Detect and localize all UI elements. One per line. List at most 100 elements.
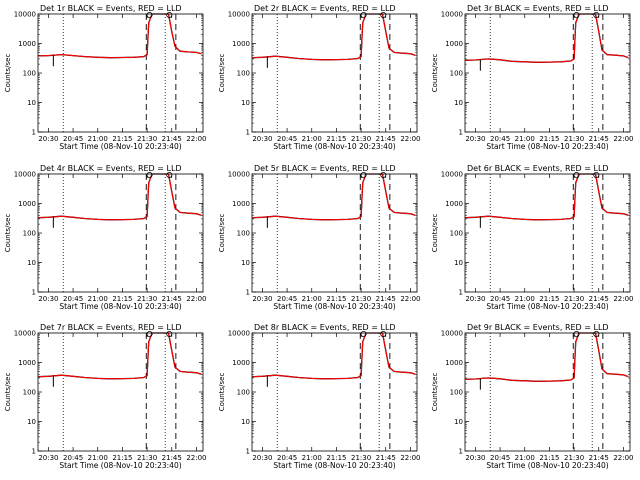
y-tick-label: 1000 xyxy=(445,40,463,48)
x-tick-label: 21:00 xyxy=(88,295,108,303)
lld-series-line xyxy=(38,173,202,221)
x-tick-label: 21:15 xyxy=(112,454,132,462)
saa-marker xyxy=(166,11,173,18)
x-tick-label: 21:45 xyxy=(589,135,609,143)
x-tick-label: 21:00 xyxy=(515,454,535,462)
lld-series-line xyxy=(252,173,416,221)
x-tick-label: 20:45 xyxy=(490,454,510,462)
x-tick-label: 21:30 xyxy=(137,295,157,303)
lld-series-line xyxy=(252,332,416,380)
x-tick-label: 21:30 xyxy=(137,454,157,462)
y-axis-label: Counts/sec xyxy=(431,214,439,253)
x-tick-label: 22:00 xyxy=(613,295,633,303)
detector-panel-5: Det 5r BLACK = Events, RED = LLD 1 10 100 10… xyxy=(218,164,421,311)
saa-marker xyxy=(360,330,367,337)
saa-marker xyxy=(593,171,600,178)
x-tick-label: 20:45 xyxy=(277,454,297,462)
x-tick-label: 21:00 xyxy=(88,454,108,462)
lld-series-line xyxy=(465,13,629,63)
x-tick-label: 20:30 xyxy=(38,454,58,462)
x-tick-label: 21:45 xyxy=(376,295,396,303)
y-tick-label: 10000 xyxy=(14,171,36,179)
x-tick-label: 21:30 xyxy=(351,454,371,462)
x-axis-label: Start Time (08-Nov-10 20:23:40) xyxy=(273,142,395,151)
x-tick-label: 21:45 xyxy=(162,135,182,143)
x-tick-label: 21:15 xyxy=(326,295,346,303)
x-tick-label: 21:45 xyxy=(162,454,182,462)
detector-panel-4: Det 4r BLACK = Events, RED = LLD 1 10 100 10… xyxy=(4,164,207,311)
x-axis-label: Start Time (08-Nov-10 20:23:40) xyxy=(59,302,181,311)
x-tick-label: 21:30 xyxy=(351,135,371,143)
detector-panel-1: Det 1r BLACK = Events, RED = LLD 1 10 100 10… xyxy=(4,4,207,151)
saa-marker xyxy=(360,11,367,18)
x-tick-label: 22:00 xyxy=(186,454,206,462)
y-tick-label: 100 xyxy=(23,230,36,238)
plot-frame xyxy=(251,173,418,293)
y-axis-label: Counts/sec xyxy=(431,373,439,412)
x-tick-label: 21:00 xyxy=(302,295,322,303)
panel-title: Det 9r BLACK = Events, RED = LLD xyxy=(467,323,609,332)
x-tick-label: 20:30 xyxy=(252,295,272,303)
x-tick-label: 21:00 xyxy=(515,295,535,303)
x-tick-label: 20:30 xyxy=(252,135,272,143)
x-axis-label: Start Time (08-Nov-10 20:23:40) xyxy=(486,142,608,151)
x-tick-label: 20:45 xyxy=(63,135,83,143)
y-tick-label: 10000 xyxy=(441,330,463,338)
y-axis-label: Counts/sec xyxy=(4,214,12,253)
saa-marker xyxy=(380,330,387,337)
y-tick-label: 100 xyxy=(450,230,463,238)
y-tick-label: 1 xyxy=(246,448,250,456)
saa-marker xyxy=(146,330,153,337)
y-tick-label: 100 xyxy=(450,70,463,78)
x-axis-label: Start Time (08-Nov-10 20:23:40) xyxy=(273,461,395,470)
x-tick-label: 21:30 xyxy=(137,135,157,143)
x-tick-label: 21:30 xyxy=(564,295,584,303)
x-tick-label: 20:45 xyxy=(277,295,297,303)
y-tick-label: 1 xyxy=(459,448,463,456)
plot-frame xyxy=(464,13,631,133)
panel-title: Det 4r BLACK = Events, RED = LLD xyxy=(40,164,182,173)
y-axis-label: Counts/sec xyxy=(431,54,439,93)
y-tick-label: 100 xyxy=(23,70,36,78)
x-tick-label: 22:00 xyxy=(400,295,420,303)
y-tick-label: 1 xyxy=(246,289,250,297)
x-tick-label: 20:45 xyxy=(63,295,83,303)
y-axis-label: Counts/sec xyxy=(218,214,226,253)
x-tick-label: 21:45 xyxy=(376,135,396,143)
y-axis-label: Counts/sec xyxy=(4,373,12,412)
x-axis-label: Start Time (08-Nov-10 20:23:40) xyxy=(273,302,395,311)
x-tick-label: 21:15 xyxy=(326,135,346,143)
x-tick-label: 21:15 xyxy=(539,135,559,143)
x-tick-label: 20:30 xyxy=(252,454,272,462)
saa-marker xyxy=(146,171,153,178)
y-tick-label: 1 xyxy=(32,448,36,456)
y-tick-label: 10 xyxy=(454,418,463,426)
x-tick-label: 22:00 xyxy=(613,135,633,143)
y-tick-label: 10 xyxy=(454,99,463,107)
x-tick-label: 21:15 xyxy=(539,454,559,462)
y-axis-label: Counts/sec xyxy=(4,54,12,93)
x-tick-label: 22:00 xyxy=(400,454,420,462)
y-tick-label: 10000 xyxy=(441,171,463,179)
saa-marker xyxy=(573,11,580,18)
y-tick-label: 10000 xyxy=(228,330,250,338)
panel-title: Det 8r BLACK = Events, RED = LLD xyxy=(254,323,396,332)
y-tick-label: 10 xyxy=(241,259,250,267)
panel-title: Det 7r BLACK = Events, RED = LLD xyxy=(40,323,182,332)
x-tick-label: 20:45 xyxy=(63,454,83,462)
y-tick-label: 1000 xyxy=(445,359,463,367)
y-tick-label: 10000 xyxy=(228,171,250,179)
saa-marker xyxy=(380,11,387,18)
x-tick-label: 21:00 xyxy=(302,454,322,462)
x-tick-label: 21:45 xyxy=(162,295,182,303)
lld-series-line xyxy=(465,173,629,221)
y-tick-label: 1000 xyxy=(18,359,36,367)
y-axis-label: Counts/sec xyxy=(218,54,226,93)
saa-marker xyxy=(573,171,580,178)
y-tick-label: 1 xyxy=(32,289,36,297)
x-tick-label: 21:15 xyxy=(326,454,346,462)
y-tick-label: 1 xyxy=(459,129,463,137)
x-tick-label: 21:00 xyxy=(88,135,108,143)
y-tick-label: 10000 xyxy=(14,330,36,338)
x-tick-label: 20:45 xyxy=(277,135,297,143)
